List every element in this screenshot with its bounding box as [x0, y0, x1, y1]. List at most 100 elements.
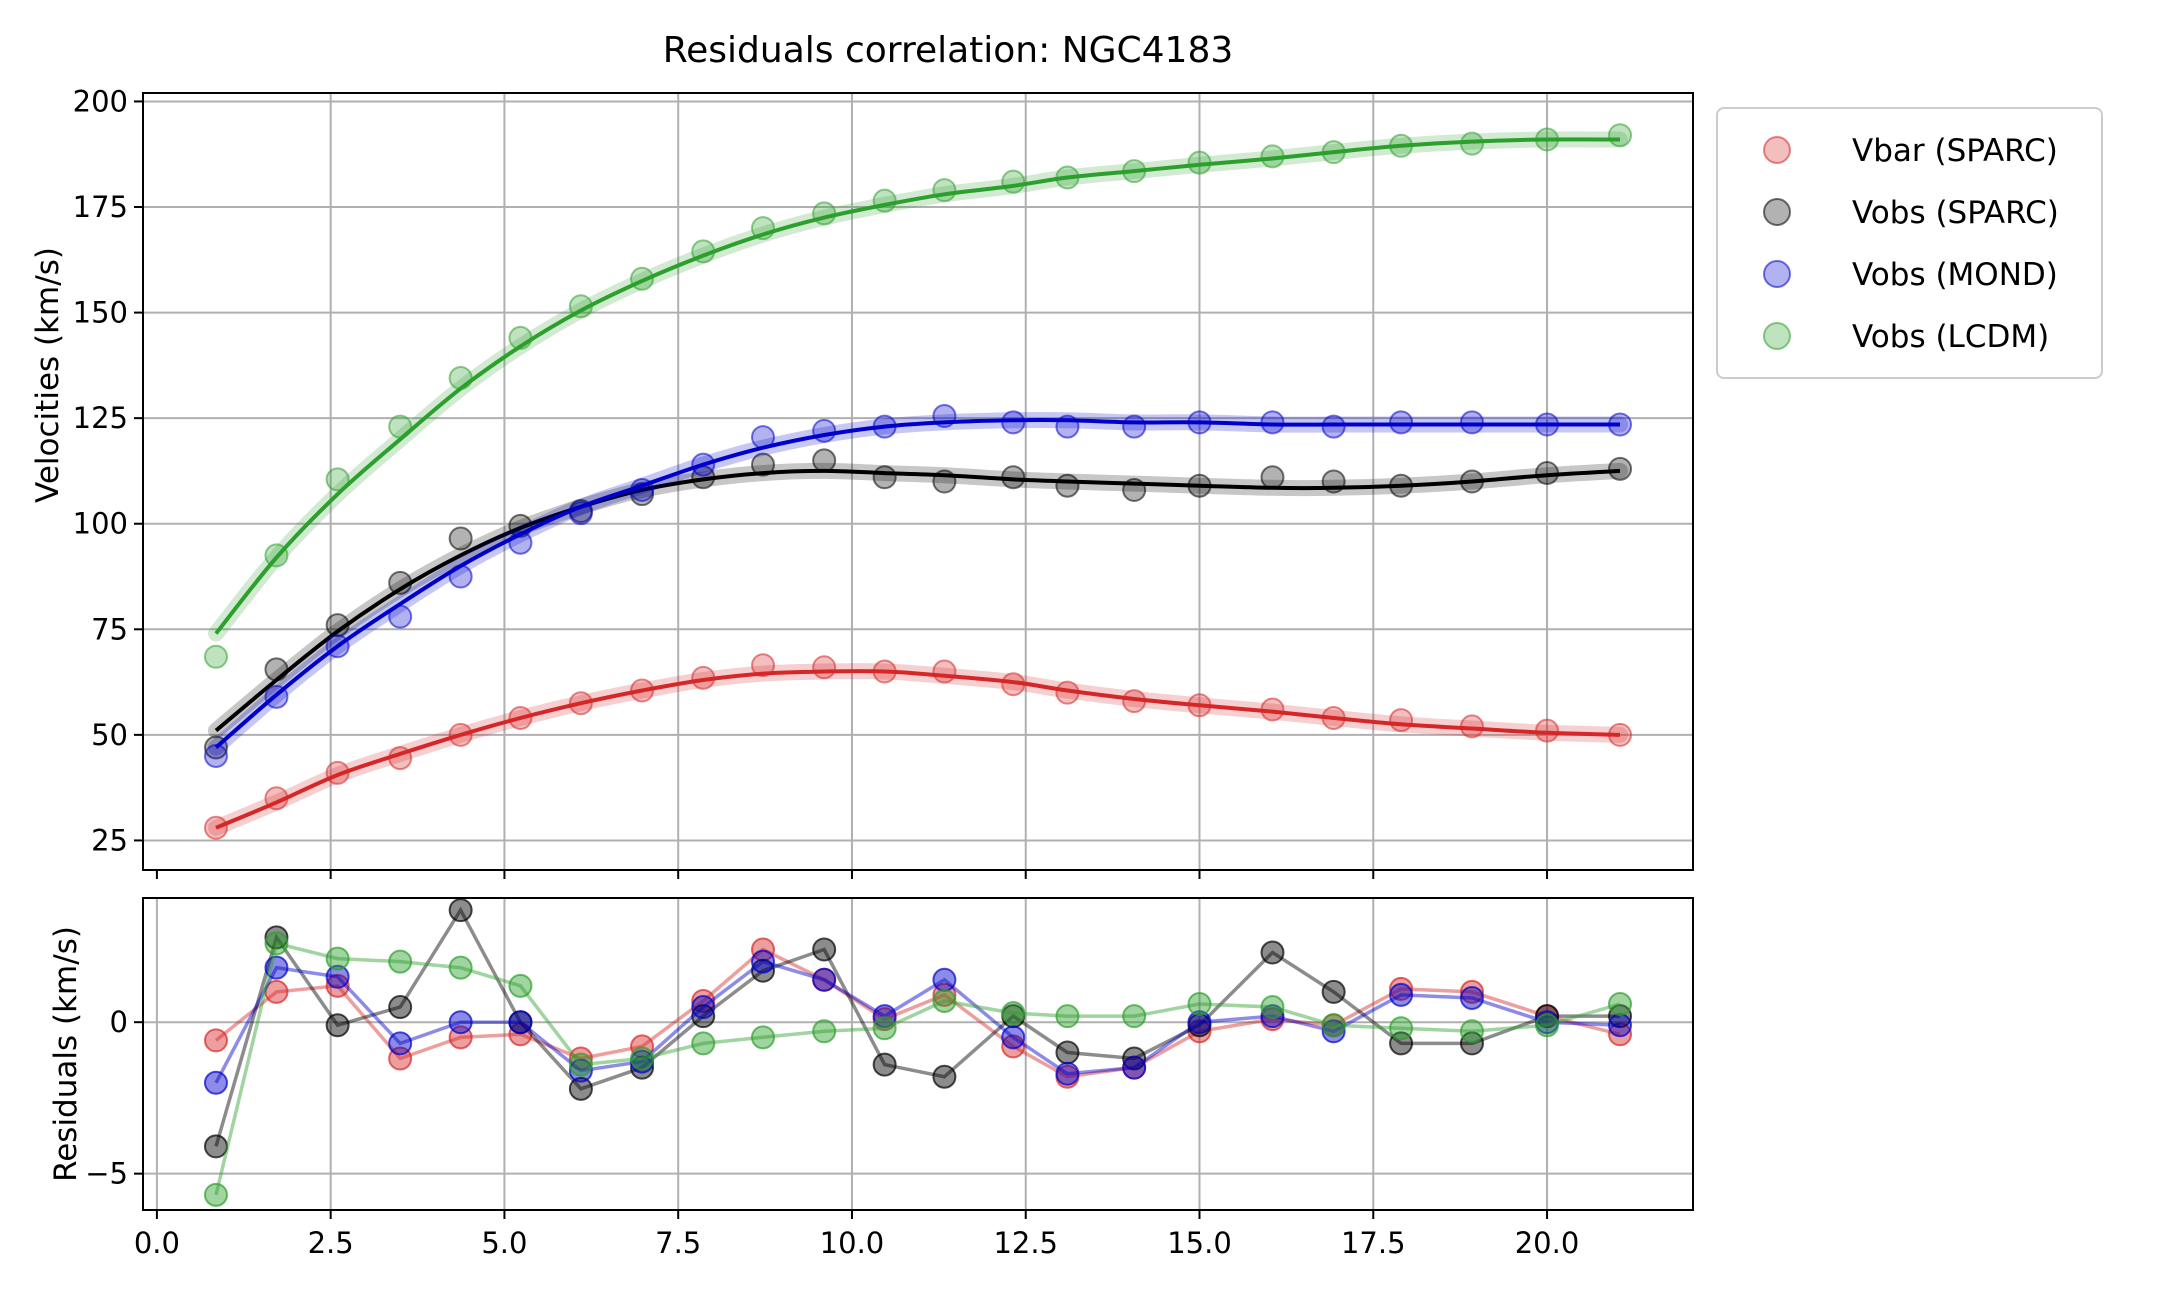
- data-point: [751, 425, 775, 450]
- data-point: [1260, 465, 1285, 490]
- residual-point: [325, 973, 350, 998]
- residual-point: [388, 995, 413, 1020]
- residual-point: [630, 1055, 655, 1080]
- data-point: [1608, 722, 1633, 747]
- residual-point: [1389, 1016, 1414, 1041]
- series-vobs-sparc: [203, 448, 1633, 760]
- residual-line-vobs-sparc: [214, 906, 1620, 1147]
- data-point: [1001, 672, 1026, 697]
- residual-point: [508, 1022, 533, 1047]
- residual-point: [691, 1004, 716, 1029]
- data-point: [508, 325, 533, 350]
- residual-point: [1608, 1022, 1633, 1047]
- residual-point: [203, 1182, 228, 1207]
- residual-point: [691, 995, 716, 1020]
- data-point: [448, 564, 473, 589]
- x-tick-label: 0.0: [134, 1226, 180, 1260]
- fit-line-vobs-sparc: [214, 468, 1621, 733]
- legend-marker-vobs-sparc: [1763, 198, 1791, 226]
- residual-line-vobs-mond: [214, 959, 1621, 1084]
- velocity-panel: 25 50 75 100 125 150 175 200: [73, 84, 1694, 879]
- data-point: [751, 452, 775, 477]
- series-vobs-mond: [203, 404, 1633, 768]
- data-point: [1001, 169, 1026, 194]
- data-point: [872, 659, 897, 684]
- data-point: [691, 452, 716, 477]
- residual-point: [1608, 1013, 1633, 1038]
- residual-point: [264, 979, 289, 1004]
- legend-marker-vobs-lcdm: [1763, 322, 1791, 350]
- residual-point: [264, 925, 289, 950]
- top-y-tick-label: 150: [73, 296, 128, 330]
- data-point: [1122, 477, 1147, 502]
- residual-point: [264, 955, 289, 980]
- data-point: [1459, 469, 1484, 494]
- residual-point: [203, 1134, 228, 1159]
- residual-point: [1187, 1019, 1212, 1044]
- fit-band-vbar-sparc: [208, 663, 1628, 836]
- residual-line-vobs-lcdm: [214, 941, 1621, 1196]
- data-point: [448, 366, 473, 391]
- data-point: [448, 722, 473, 747]
- legend-box: [1716, 107, 2103, 379]
- residual-point: [568, 1076, 593, 1101]
- data-point: [1055, 165, 1080, 190]
- data-point: [1122, 159, 1147, 184]
- residual-point: [872, 1016, 897, 1041]
- data-point: [1321, 140, 1346, 165]
- x-tick-label: 15.0: [1167, 1226, 1232, 1260]
- fit-band-vobs-lcdm: [208, 131, 1628, 642]
- legend-entry-vobs-mond: Vobs (MOND): [1852, 257, 2058, 293]
- data-point: [1535, 127, 1560, 152]
- data-point: [1187, 473, 1212, 498]
- residual-point: [812, 1019, 837, 1044]
- data-point: [1608, 412, 1633, 437]
- data-point: [203, 644, 228, 669]
- data-point: [1260, 144, 1285, 169]
- data-point: [508, 705, 533, 730]
- residual-point: [751, 949, 775, 974]
- data-point: [932, 469, 957, 494]
- data-point: [872, 188, 897, 213]
- residual-point: [448, 898, 473, 923]
- residual-point: [1459, 985, 1484, 1010]
- residual-point: [1187, 992, 1212, 1017]
- residual-point: [751, 1025, 775, 1050]
- legend-entry-vbar-sparc: Vbar (SPARC): [1852, 133, 2058, 169]
- x-tick-label: 17.5: [1341, 1226, 1406, 1260]
- residual-point: [448, 955, 473, 980]
- data-point: [691, 665, 716, 690]
- residual-point: [812, 937, 837, 962]
- residual-point: [872, 1052, 897, 1077]
- data-point: [1055, 473, 1080, 498]
- data-point: [630, 266, 655, 291]
- top-y-tick-label: 125: [73, 401, 128, 435]
- legend-entry-vobs-sparc: Vobs (SPARC): [1852, 195, 2059, 231]
- data-point: [1535, 718, 1560, 743]
- data-point: [1459, 410, 1484, 435]
- x-tick-label: 12.5: [993, 1226, 1058, 1260]
- fit-line-vobs-lcdm: [214, 137, 1621, 635]
- residual-point: [1459, 1031, 1484, 1056]
- residual-point: [1122, 1004, 1147, 1029]
- x-tick-label: 20.0: [1515, 1226, 1580, 1260]
- data-point: [1608, 123, 1633, 148]
- top-y-tick-label: 175: [73, 190, 128, 224]
- data-point: [388, 746, 413, 771]
- residual-point: [568, 1058, 593, 1083]
- data-point: [264, 684, 289, 709]
- residual-point: [1001, 1001, 1026, 1026]
- data-point: [630, 678, 655, 703]
- data-point: [1535, 461, 1560, 486]
- data-point: [1321, 705, 1346, 730]
- chart-title: Residuals correlation: NGC4183: [663, 30, 1234, 71]
- residual-point: [203, 1070, 228, 1095]
- data-point: [1260, 697, 1285, 722]
- residual-series-vobs-mond: [203, 949, 1633, 1095]
- residual-point: [203, 1028, 228, 1053]
- residual-point: [812, 967, 837, 992]
- top-grid: [143, 93, 1693, 870]
- data-point: [1001, 465, 1026, 490]
- top-y-tick-label: 50: [91, 718, 128, 752]
